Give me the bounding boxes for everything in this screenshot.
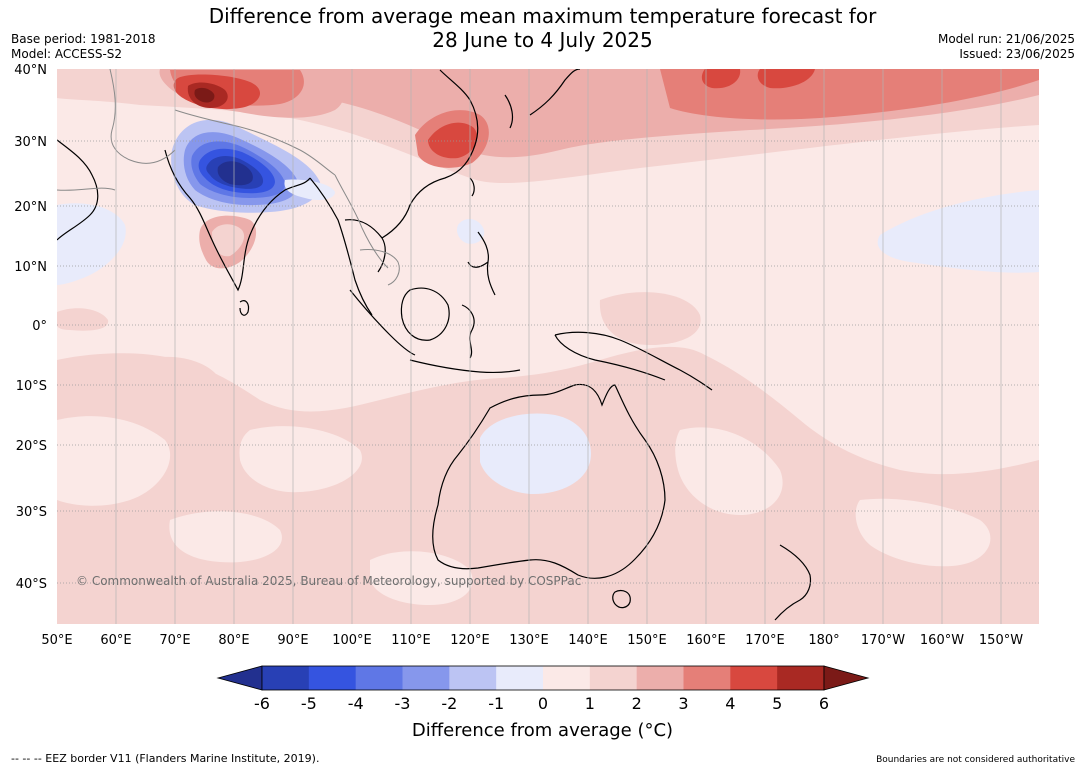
colorbar-cell (355, 666, 403, 690)
lat-label: 10°N (14, 260, 47, 275)
colorbar-cell (496, 666, 544, 690)
lat-label: 40°S (16, 577, 47, 592)
country-borders (57, 69, 400, 286)
colorbar-tick-label: -3 (395, 694, 411, 713)
lon-label: 150°W (979, 633, 1023, 648)
lon-label: 160°E (686, 633, 726, 648)
colorbar: -6 -5 -4 -3 -2 -1 0 1 2 3 4 5 6 (216, 665, 870, 713)
colorbar-tick-label: -1 (488, 694, 504, 713)
lon-label: 140°E (568, 633, 608, 648)
colorbar-cell (402, 666, 450, 690)
colorbar-cell (543, 666, 591, 690)
colorbar-tick-label: 6 (819, 694, 829, 713)
graticule (57, 69, 1039, 624)
colorbar-tick-label: -4 (348, 694, 364, 713)
lon-label: 130°E (509, 633, 549, 648)
latitude-labels: 40°N 30°N 20°N 10°N 0° 10°S 20°S 30°S 40… (14, 63, 47, 592)
colorbar-cell (308, 666, 357, 690)
model-name: Model: ACCESS-S2 (11, 47, 123, 61)
lat-label: 30°S (16, 505, 47, 520)
lon-label: 90°E (277, 633, 308, 648)
lat-label: 40°N (14, 63, 47, 78)
colorbar-tick-label: 5 (772, 694, 782, 713)
colorbar-tick-label: -5 (301, 694, 317, 713)
copyright-notice: © Commonwealth of Australia 2025, Bureau… (76, 574, 582, 588)
boundaries-disclaimer: Boundaries are not considered authoritat… (876, 755, 1075, 765)
lat-label: 20°S (16, 439, 47, 454)
colorbar-cell (262, 666, 310, 690)
colorbar-cell (449, 666, 497, 690)
anomaly-field (57, 69, 1039, 624)
colorbar-tick-label: 4 (725, 694, 735, 713)
colorbar-title: Difference from average (°C) (411, 720, 674, 741)
base-period: Base period: 1981-2018 (11, 32, 156, 46)
colorbar-cell (589, 666, 638, 690)
colorbar-tick-label: 3 (678, 694, 688, 713)
lon-label: 100°E (332, 633, 372, 648)
model-run: Model run: 21/06/2025 (937, 32, 1075, 46)
colorbar-cell (777, 666, 825, 690)
lon-label: 170°E (745, 633, 785, 648)
colorbar-tick-label: 2 (632, 694, 642, 713)
colorbar-extend-high (823, 665, 870, 691)
colorbar-extend-low (216, 665, 263, 691)
lon-label: 80°E (218, 633, 249, 648)
lon-label: 50°E (41, 633, 72, 648)
longitude-labels: 50°E 60°E 70°E 80°E 90°E 100°E 110°E 120… (41, 633, 1023, 648)
colorbar-tick-label: 1 (585, 694, 595, 713)
lon-label: 160°W (920, 633, 964, 648)
lon-label: 70°E (159, 633, 190, 648)
colorbar-tick-label: -6 (254, 694, 270, 713)
title-line-1: Difference from average mean maximum tem… (208, 4, 877, 28)
colorbar-cell (730, 666, 778, 690)
colorbar-cell (636, 666, 684, 690)
lon-label: 180° (808, 633, 839, 648)
lon-label: 170°W (861, 633, 905, 648)
colorbar-cell (683, 666, 731, 690)
lon-label: 110°E (391, 633, 431, 648)
lat-label: 10°S (16, 379, 47, 394)
lat-label: 30°N (14, 135, 47, 150)
lat-label: 20°N (14, 200, 47, 215)
title-line-2: 28 June to 4 July 2025 (432, 28, 653, 52)
colorbar-tick-label: 0 (538, 694, 548, 713)
lon-label: 120°E (450, 633, 490, 648)
lat-label: 0° (32, 319, 47, 334)
lon-label: 60°E (100, 633, 131, 648)
lon-label: 150°E (627, 633, 667, 648)
colorbar-tick-label: -2 (441, 694, 457, 713)
issued-date: Issued: 23/06/2025 (959, 47, 1075, 61)
eez-border-note: -- -- -- EEZ border V11 (Flanders Marine… (11, 752, 320, 765)
